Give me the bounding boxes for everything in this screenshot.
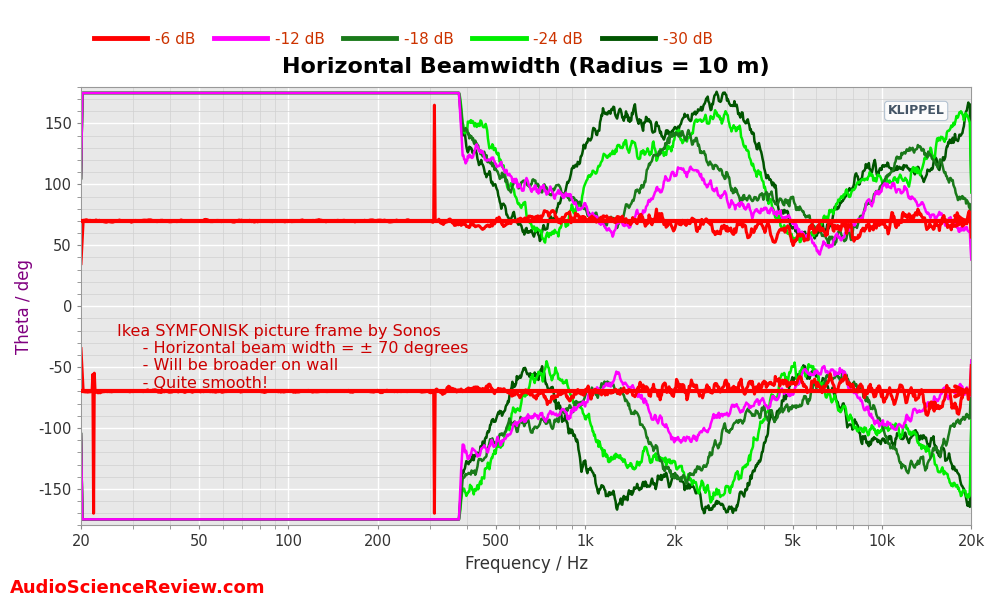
Line: -6 dB: -6 dB xyxy=(81,105,971,263)
-24 dB xyxy=(75,175,87,182)
-24 dB xyxy=(376,89,388,97)
-6 dB xyxy=(193,217,205,224)
-18 dB xyxy=(75,175,87,182)
-30 dB xyxy=(225,89,237,97)
-12 dB xyxy=(75,175,87,182)
-12 dB xyxy=(965,256,977,263)
-24 dB xyxy=(226,89,238,97)
-24 dB xyxy=(539,239,551,246)
-12 dB xyxy=(562,193,574,200)
Y-axis label: Theta / deg: Theta / deg xyxy=(15,259,33,353)
-12 dB xyxy=(462,152,474,160)
-30 dB xyxy=(461,146,473,154)
-6 dB xyxy=(462,223,474,230)
-24 dB xyxy=(544,229,556,236)
-30 dB xyxy=(193,89,205,97)
-6 dB xyxy=(562,209,574,217)
Text: Ikea SYMFONISK picture frame by Sonos
     - Horizontal beam width = ± 70 degree: Ikea SYMFONISK picture frame by Sonos - … xyxy=(117,323,468,391)
Text: KLIPPEL: KLIPPEL xyxy=(888,104,945,118)
-30 dB xyxy=(965,182,977,189)
-18 dB xyxy=(376,89,388,97)
-12 dB xyxy=(194,89,206,97)
-30 dB xyxy=(544,217,556,224)
-6 dB xyxy=(75,260,87,267)
-6 dB xyxy=(225,217,237,224)
Text: AudioScienceReview.com: AudioScienceReview.com xyxy=(10,579,266,597)
-6 dB xyxy=(428,101,440,109)
-18 dB xyxy=(226,89,238,97)
Line: -24 dB: -24 dB xyxy=(81,93,971,242)
-30 dB xyxy=(75,175,87,182)
-6 dB xyxy=(375,217,387,224)
-18 dB xyxy=(562,194,574,202)
Legend: -6 dB, -12 dB, -18 dB, -24 dB, -30 dB: -6 dB, -12 dB, -18 dB, -24 dB, -30 dB xyxy=(88,26,719,53)
Line: -12 dB: -12 dB xyxy=(81,93,971,260)
Title: Horizontal Beamwidth (Radius = 10 m): Horizontal Beamwidth (Radius = 10 m) xyxy=(282,57,770,77)
-6 dB xyxy=(544,211,556,218)
-18 dB xyxy=(194,89,206,97)
-12 dB xyxy=(76,89,88,97)
-24 dB xyxy=(194,89,206,97)
-24 dB xyxy=(563,215,575,223)
Line: -30 dB: -30 dB xyxy=(81,92,971,241)
-24 dB xyxy=(965,189,977,196)
-12 dB xyxy=(226,89,238,97)
Line: -18 dB: -18 dB xyxy=(81,93,971,246)
-18 dB xyxy=(76,89,88,97)
-30 dB xyxy=(711,88,723,95)
-30 dB xyxy=(375,89,387,97)
-6 dB xyxy=(965,233,977,241)
-18 dB xyxy=(965,242,977,250)
-18 dB xyxy=(462,131,474,138)
-30 dB xyxy=(534,238,546,245)
-12 dB xyxy=(544,187,556,194)
-12 dB xyxy=(376,89,388,97)
-24 dB xyxy=(76,89,88,97)
X-axis label: Frequency / Hz: Frequency / Hz xyxy=(465,555,588,573)
-18 dB xyxy=(544,191,556,198)
-24 dB xyxy=(462,118,474,125)
-30 dB xyxy=(562,179,574,187)
